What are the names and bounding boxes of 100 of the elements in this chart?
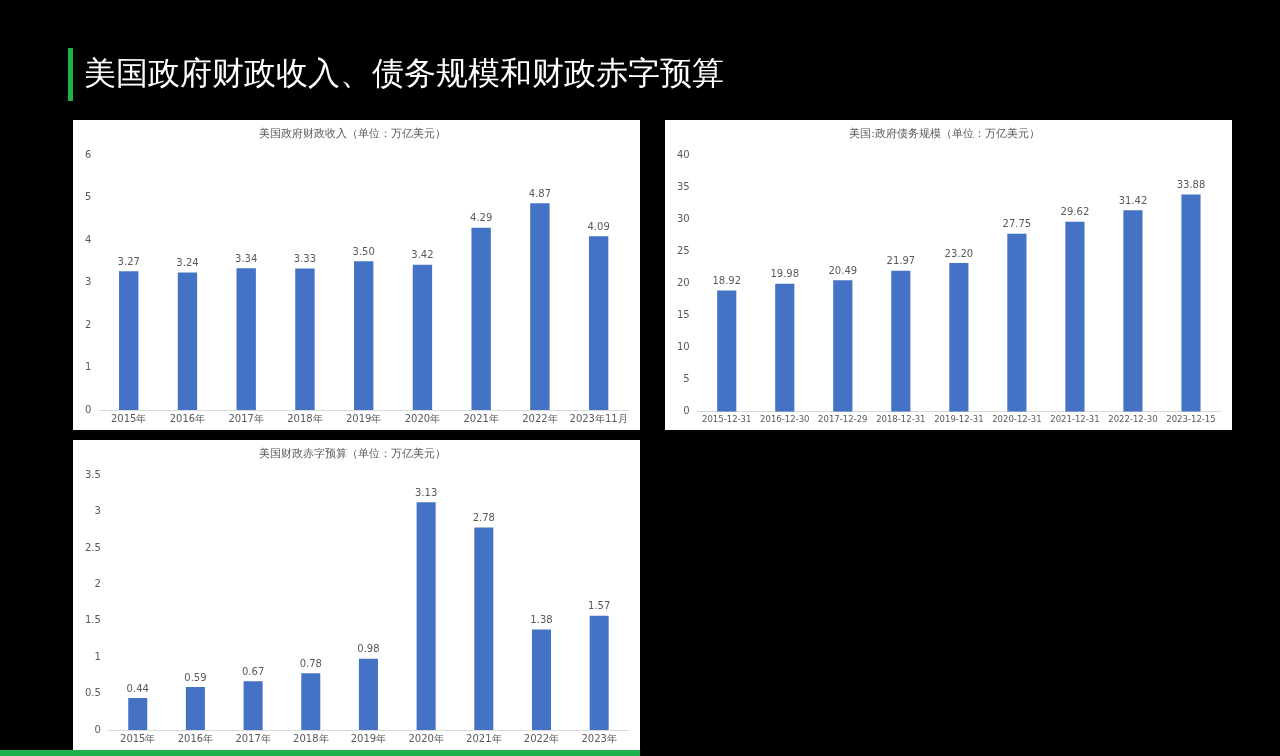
data-label: 31.42 xyxy=(1118,194,1148,206)
x-tick-label: 2023-12-15 xyxy=(1166,414,1216,425)
bar xyxy=(530,203,550,410)
bar xyxy=(589,615,609,730)
bar xyxy=(1065,221,1085,412)
y-tick-label: 30 xyxy=(676,212,690,224)
data-label: 20.49 xyxy=(828,264,858,276)
bar xyxy=(177,272,198,410)
data-label: 0.59 xyxy=(184,671,207,683)
y-tick-label: 25 xyxy=(676,245,690,257)
bar xyxy=(531,629,551,730)
y-tick-label: 5 xyxy=(683,373,690,385)
x-tick-label: 2021-12-31 xyxy=(1050,414,1100,425)
bar xyxy=(236,268,256,410)
bar xyxy=(119,271,139,410)
data-label: 3.13 xyxy=(415,486,438,498)
bar xyxy=(833,280,853,412)
bar xyxy=(949,262,969,412)
x-tick-label: 2018年 xyxy=(287,412,323,424)
y-tick-label: 1 xyxy=(94,650,101,662)
data-label: 3.50 xyxy=(352,245,375,257)
x-tick-label: 2021年 xyxy=(466,732,502,744)
y-tick-label: 1 xyxy=(84,361,92,373)
y-tick-label: 15 xyxy=(676,309,690,321)
x-tick-label: 2017-12-29 xyxy=(818,414,868,425)
data-label: 4.09 xyxy=(587,220,610,232)
bar xyxy=(891,270,911,412)
x-tick-label: 2020年 xyxy=(408,732,444,744)
data-label: 19.98 xyxy=(770,268,800,280)
text: 美国政府财政收入、债务规模和财政赤字预算 xyxy=(84,53,724,94)
y-tick-label: 3 xyxy=(84,276,92,288)
bar xyxy=(1123,210,1143,412)
y-tick-label: 3 xyxy=(94,505,101,517)
x-tick-label: 2022年 xyxy=(523,732,560,744)
data-label: 3.33 xyxy=(293,253,317,265)
bar xyxy=(358,658,378,730)
y-tick-label: 40 xyxy=(676,148,690,160)
y-tick-label: 1.5 xyxy=(85,614,101,626)
y-tick-label: 0 xyxy=(683,405,690,417)
data-label: 0.44 xyxy=(126,682,149,694)
x-tick-label: 2016年 xyxy=(177,732,214,744)
y-tick-label: 35 xyxy=(676,180,690,192)
x-tick-label: 2022年 xyxy=(522,412,558,424)
x-tick-label: 2023年 xyxy=(581,732,617,744)
x-tick-label: 2015年 xyxy=(120,732,156,744)
y-tick-label: 0.5 xyxy=(85,687,101,699)
bar xyxy=(775,283,795,412)
data-label: 27.75 xyxy=(1002,218,1032,230)
x-tick-label: 2020年 xyxy=(404,412,441,424)
y-tick-label: 0 xyxy=(84,403,92,415)
bar xyxy=(1007,233,1027,412)
bar xyxy=(128,697,148,730)
bar xyxy=(471,227,491,410)
data-label: 21.97 xyxy=(886,255,916,267)
y-tick-label: 0 xyxy=(94,723,101,735)
y-tick-label: 2.5 xyxy=(85,541,101,553)
bar xyxy=(588,236,609,410)
y-tick-label: 3.5 xyxy=(85,468,101,480)
y-tick-label: 2 xyxy=(94,577,101,589)
x-tick-label: 2017年 xyxy=(235,732,271,744)
data-label: 2.78 xyxy=(472,512,495,524)
bar xyxy=(474,527,494,730)
x-tick-label: 2021年 xyxy=(463,412,499,424)
x-tick-label: 2016-12-30 xyxy=(760,414,810,425)
y-tick-label: 10 xyxy=(676,341,690,353)
x-tick-label: 2017年 xyxy=(228,412,264,424)
x-tick-label: 2018-12-31 xyxy=(876,414,926,425)
y-tick-label: 4 xyxy=(84,233,92,245)
bar xyxy=(1181,194,1201,412)
data-label: 18.92 xyxy=(712,275,742,287)
x-tick-label: 2019年 xyxy=(350,732,387,744)
x-tick-label: 2016年 xyxy=(169,412,206,424)
bar xyxy=(301,673,321,730)
data-label: 3.24 xyxy=(176,257,199,268)
chart-title: 美国:政府债务规模（单位：万亿美元） xyxy=(849,127,1040,141)
data-label: 3.34 xyxy=(235,252,258,264)
x-tick-label: 2022-12-30 xyxy=(1108,414,1158,425)
bar xyxy=(295,268,315,410)
bar xyxy=(412,264,433,410)
data-label: 0.67 xyxy=(241,665,265,677)
x-tick-label: 2019-12-31 xyxy=(934,414,984,425)
y-tick-label: 6 xyxy=(84,148,92,160)
bar xyxy=(185,687,205,730)
bar xyxy=(717,290,737,412)
data-label: 33.88 xyxy=(1176,179,1206,191)
data-label: 4.29 xyxy=(470,212,493,224)
x-tick-label: 2015-12-31 xyxy=(702,414,752,425)
x-tick-label: 2015年 xyxy=(111,412,147,424)
data-label: 3.42 xyxy=(411,249,434,261)
data-label: 4.87 xyxy=(528,187,552,199)
y-tick-label: 20 xyxy=(676,277,690,289)
data-label: 1.38 xyxy=(530,614,553,626)
data-label: 23.20 xyxy=(944,247,974,259)
data-label: 1.57 xyxy=(588,600,611,612)
x-tick-label: 2023年11月 xyxy=(569,412,628,424)
x-tick-label: 2020-12-31 xyxy=(992,414,1042,425)
bar xyxy=(353,261,374,410)
y-tick-label: 2 xyxy=(84,318,92,330)
data-label: 29.62 xyxy=(1060,206,1090,218)
chart-title: 美国财政赤字预算（单位：万亿美元） xyxy=(259,447,446,461)
